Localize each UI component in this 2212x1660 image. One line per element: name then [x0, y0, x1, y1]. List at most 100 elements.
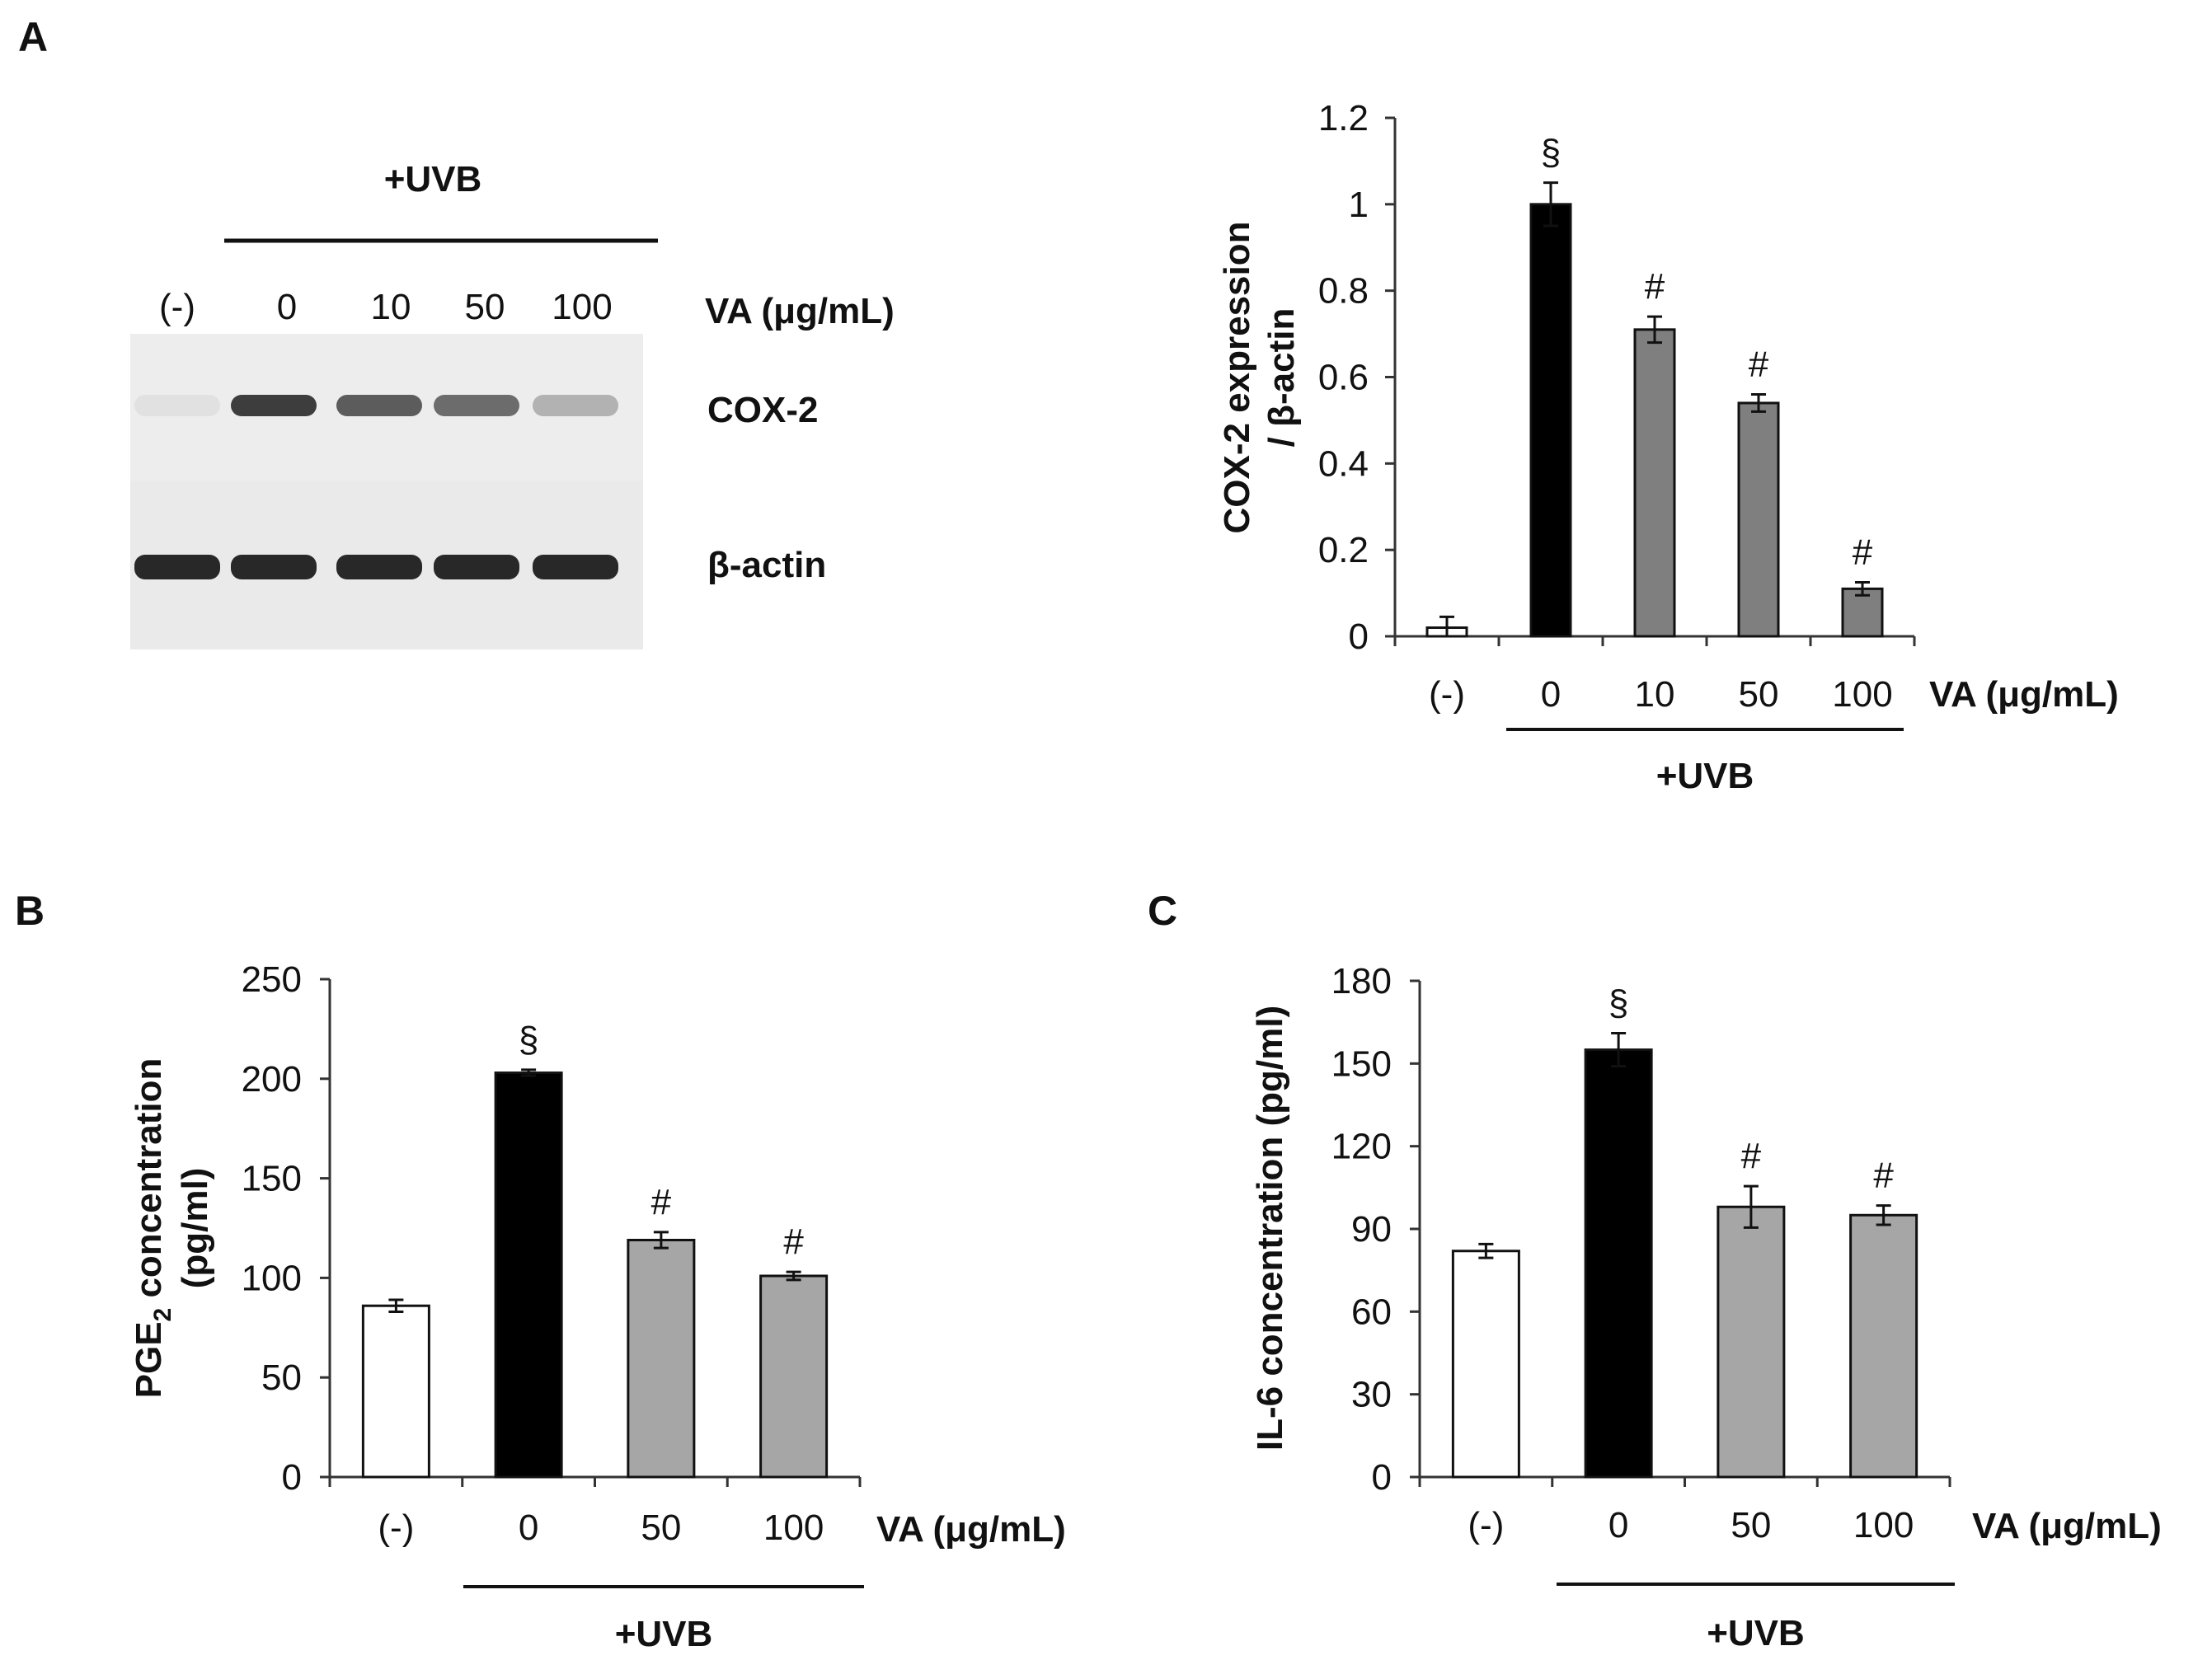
blot-band-actin-lane-1 [231, 555, 317, 579]
blot-band-actin-lane-3 [434, 555, 519, 579]
chart-a-ylabel: COX-2 expression / β-actin [1217, 221, 1302, 533]
chart-b-group-label: +UVB [615, 1614, 713, 1654]
blot-row-label-cox2: COX-2 [707, 390, 818, 430]
blot-treatment-label: +UVB [384, 159, 482, 199]
chart-c-ytick-label-5: 150 [1331, 1043, 1392, 1084]
chart-a-annotation-2: # [1645, 266, 1665, 307]
chart-a-xlabel: VA (μg/mL) [1929, 674, 2119, 715]
chart-b-ylabel-line-0: PGE2 concentration [129, 1058, 176, 1399]
blot-band-cox2-lane-0 [134, 395, 220, 416]
chart-c-bar-2 [1717, 1205, 1786, 1479]
chart-a-ytick-label-5: 1 [1349, 185, 1369, 225]
panel-letter-c: C [1148, 888, 1177, 934]
chart-c-ytick-label-4: 120 [1331, 1127, 1392, 1167]
chart-c-error-bar-2 [1743, 1184, 1759, 1229]
chart-c-bar-1 [1584, 1048, 1653, 1479]
chart-b-ylabel-concentration: concentration [129, 1058, 169, 1308]
blot-band-actin-lane-2 [336, 555, 422, 579]
chart-a-ylabel-line-1: / β-actin [1261, 308, 1302, 448]
chart-c-category-label-1: 0 [1609, 1505, 1628, 1545]
blot-dose-label: VA (μg/mL) [705, 291, 895, 331]
chart-a-ytick-label-0: 0 [1349, 617, 1369, 657]
chart-a-error-bar-0 [1439, 615, 1454, 638]
chart-b-ytick-label-5: 250 [242, 959, 302, 1000]
chart-c-ytick-label-1: 30 [1351, 1375, 1392, 1415]
chart-c-error-bar-0 [1478, 1242, 1494, 1259]
blot-lane-label-0: (-) [159, 287, 195, 327]
chart-c-category-label-2: 50 [1731, 1505, 1771, 1545]
chart-a-annotation-3: # [1749, 344, 1769, 384]
chart-a-error-bar-2 [1647, 315, 1662, 345]
chart-b-category-label-2: 50 [641, 1508, 681, 1548]
blot-lane-label-1: 0 [277, 287, 297, 327]
blot-band-cox2-lane-2 [336, 395, 422, 416]
blot-band-actin-lane-0 [134, 555, 220, 579]
chart-b-category-label-1: 0 [519, 1508, 538, 1548]
chart-b-ylabel-line-1: (pg/ml) [175, 1168, 215, 1289]
chart-a-category-label-2: 10 [1635, 674, 1675, 715]
chart-a-ytick-label-3: 0.6 [1318, 358, 1369, 398]
chart-b-category-label-0: (-) [378, 1508, 414, 1548]
blot-lane-label-2: 10 [371, 287, 411, 327]
chart-c-ytick-label-0: 0 [1372, 1457, 1392, 1498]
chart-b-ylabel-pge: PGE [129, 1321, 169, 1398]
chart-b-error-bar-1 [521, 1068, 537, 1077]
chart-b-error-bar-0 [388, 1298, 404, 1313]
chart-a-ytick-label-1: 0.2 [1318, 530, 1369, 570]
chart-b-ytick-label-3: 150 [242, 1159, 302, 1199]
chart-b-xlabel: VA (μg/mL) [876, 1509, 1066, 1550]
chart-a-bar-1 [1529, 203, 1572, 638]
chart-a-error-bar-3 [1751, 392, 1766, 413]
chart-a-annotation-1: § [1541, 133, 1561, 173]
chart-b-bar-2 [627, 1238, 696, 1479]
panel-letter-a: A [18, 14, 48, 60]
chart-b-ytick-label-1: 50 [261, 1358, 302, 1398]
chart-a-bar-2 [1633, 328, 1676, 638]
chart-b-error-bar-2 [653, 1231, 669, 1250]
chart-a-group-label: +UVB [1656, 756, 1754, 796]
chart-b-category-label-3: 100 [763, 1508, 824, 1548]
chart-c-category-label-0: (-) [1468, 1505, 1504, 1545]
western-blot: +UVB (-) 0 10 50 100 VA (μg/mL) COX-2 β-… [130, 159, 895, 649]
chart-c-xlabel: VA (μg/mL) [1972, 1506, 2162, 1546]
chart-a-error-bar-4 [1855, 580, 1870, 597]
chart-a-ylabel-line-0: COX-2 expression [1217, 221, 1257, 533]
chart-c-annotation-3: # [1873, 1156, 1894, 1196]
chart-c-group-label: +UVB [1707, 1613, 1805, 1653]
chart-c-il6-concentration: 0 30 60 90 120 150 180 (-) § 0 #50 #100 VA (μg/mL) +U… [1250, 961, 2162, 1653]
chart-a-category-label-0: (-) [1429, 674, 1465, 715]
chart-b-ytick-label-0: 0 [282, 1457, 302, 1498]
chart-a-ytick-label-6: 1.2 [1318, 98, 1369, 138]
chart-a-bar-3 [1737, 401, 1780, 638]
chart-a-cox2-expression: 0 0.2 0.4 0.6 0.8 1 1.2 (-) § 0 #10 #50 #100 VA (μg/m… [1217, 98, 2119, 796]
chart-b-ytick-label-2: 100 [242, 1258, 302, 1298]
blot-band-cox2-lane-1 [231, 395, 317, 416]
chart-b-bar-0 [361, 1304, 430, 1479]
panel-letter-b: B [15, 888, 45, 934]
chart-c-error-bar-3 [1876, 1204, 1891, 1226]
chart-b-ylabel: PGE2 concentration (pg/ml) [129, 1058, 215, 1399]
chart-b-bar-3 [759, 1274, 829, 1479]
chart-b-ytick-label-4: 200 [242, 1059, 302, 1100]
chart-b-annotation-1: § [519, 1020, 538, 1060]
chart-c-bar-3 [1849, 1213, 1918, 1479]
chart-b-ylabel-subscript: 2 [149, 1308, 176, 1322]
chart-c-ylabel-line-0: IL-6 concentration (pg/ml) [1250, 1006, 1290, 1451]
chart-c-annotation-2: # [1741, 1136, 1762, 1176]
blot-lane-label-4: 100 [552, 287, 612, 327]
chart-c-bar-0 [1451, 1250, 1520, 1479]
chart-a-category-label-4: 100 [1832, 674, 1892, 715]
chart-c-category-label-3: 100 [1853, 1505, 1914, 1545]
chart-a-ytick-label-4: 0.8 [1318, 271, 1369, 312]
chart-a-error-bar-1 [1543, 181, 1558, 227]
chart-b-annotation-3: # [783, 1222, 804, 1262]
chart-c-ytick-label-3: 90 [1351, 1209, 1392, 1250]
blot-row-label-actin: β-actin [707, 545, 826, 585]
chart-a-bar-4 [1841, 587, 1884, 638]
chart-c-error-bar-1 [1611, 1032, 1627, 1068]
chart-c-ytick-label-2: 60 [1351, 1292, 1392, 1332]
chart-b-annotation-2: # [651, 1182, 672, 1222]
chart-a-ytick-label-2: 0.4 [1318, 443, 1369, 484]
chart-a-category-label-3: 50 [1739, 674, 1779, 715]
